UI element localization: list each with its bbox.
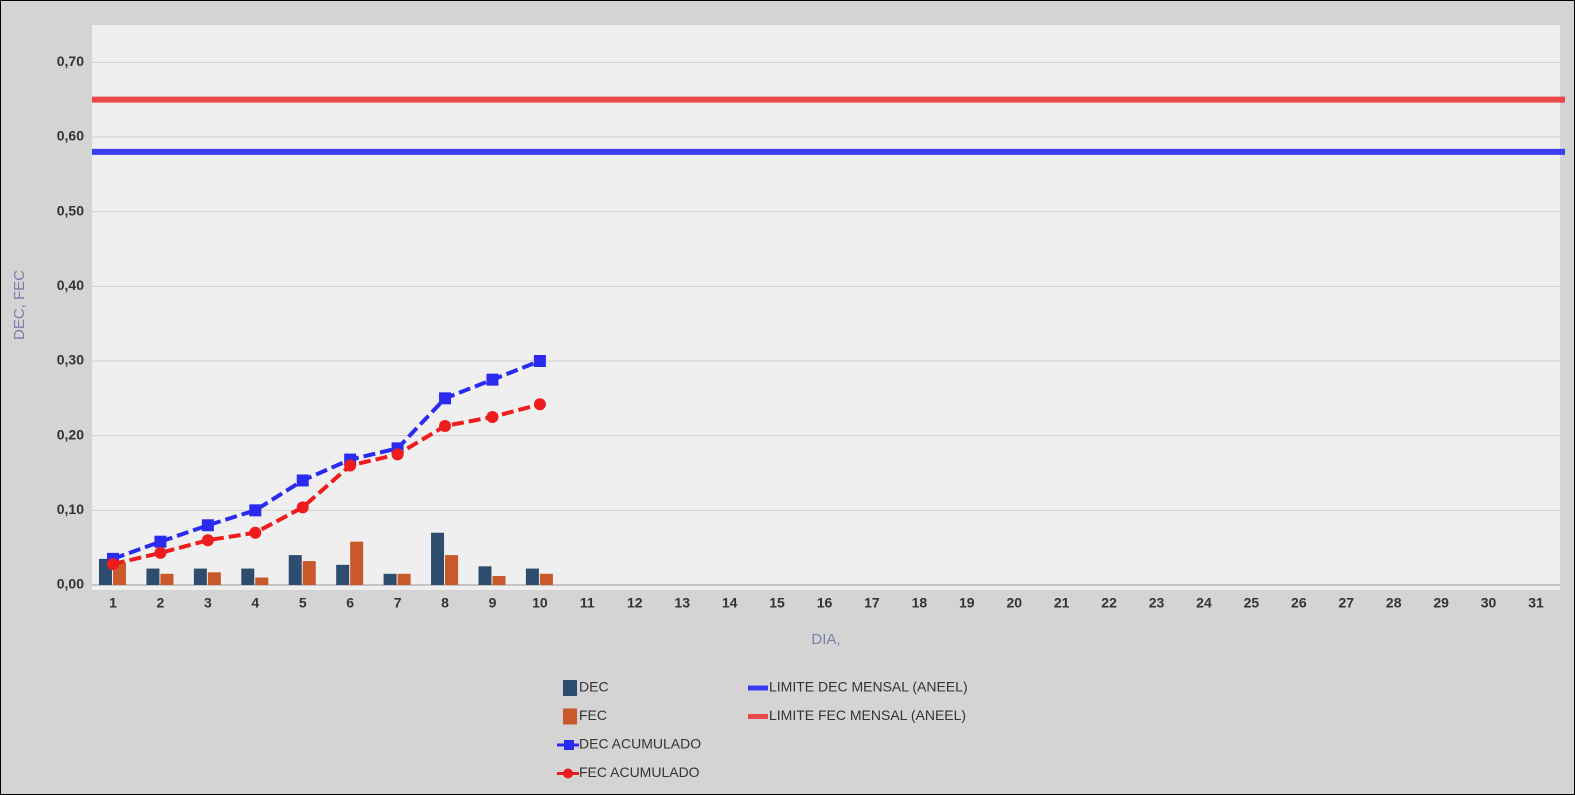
plot-area — [92, 25, 1560, 590]
x-tick-label: 1 — [109, 595, 117, 611]
legend-marker — [563, 768, 573, 779]
x-tick-label: 15 — [769, 595, 785, 611]
x-tick-label: 2 — [157, 595, 165, 611]
legend-label: LIMITE FEC MENSAL (ANEEL) — [769, 707, 966, 723]
marker — [249, 526, 262, 539]
x-tick-label: 7 — [394, 595, 402, 611]
marker — [154, 535, 167, 548]
x-tick-label: 28 — [1386, 595, 1402, 611]
x-tick-label: 16 — [817, 595, 833, 611]
marker — [296, 474, 309, 487]
y-axis-label: DEC, FEC — [11, 270, 28, 340]
x-tick-label: 5 — [299, 595, 307, 611]
y-tick-label: 0,10 — [57, 501, 84, 517]
bar — [302, 561, 316, 585]
legend-label: LIMITE DEC MENSAL (ANEEL) — [769, 679, 968, 695]
bar — [492, 576, 506, 585]
x-tick-label: 11 — [580, 595, 595, 611]
x-tick-label: 3 — [204, 595, 212, 611]
marker — [107, 558, 119, 571]
x-tick-label: 26 — [1291, 595, 1307, 611]
y-tick-label: 0,00 — [57, 576, 84, 592]
y-tick-label: 0,50 — [57, 202, 84, 218]
x-tick-label: 18 — [912, 595, 928, 611]
x-tick-label: 20 — [1006, 595, 1022, 611]
y-tick-label: 0,60 — [57, 128, 84, 144]
bar — [207, 572, 221, 585]
legend-label: DEC ACUMULADO — [579, 736, 701, 752]
bar — [445, 555, 459, 585]
bar — [336, 564, 350, 585]
marker — [533, 398, 546, 411]
x-tick-label: 23 — [1149, 595, 1165, 611]
bar — [397, 573, 411, 585]
marker — [201, 519, 214, 532]
bar — [539, 573, 553, 585]
legend-swatch — [563, 680, 577, 696]
legend-swatch — [563, 708, 577, 725]
x-tick-label: 13 — [674, 595, 690, 611]
bar — [383, 573, 397, 585]
line — [112, 402, 541, 567]
marker — [201, 534, 214, 547]
marker — [486, 373, 499, 386]
bar — [193, 568, 207, 585]
bar — [255, 577, 269, 585]
marker — [344, 459, 357, 472]
bar — [431, 532, 445, 585]
marker — [533, 355, 546, 367]
marker — [249, 504, 262, 517]
marker — [154, 546, 167, 559]
y-tick-label: 0,30 — [57, 352, 84, 368]
marker — [391, 448, 404, 461]
y-tick-label: 0,70 — [57, 53, 84, 69]
legend-label: FEC — [579, 707, 607, 723]
bar — [288, 555, 302, 585]
marker — [439, 392, 452, 405]
x-tick-label: 9 — [489, 595, 497, 611]
legend-label: DEC — [579, 679, 609, 695]
x-tick-label: 30 — [1481, 595, 1497, 611]
x-tick-label: 25 — [1244, 595, 1260, 611]
x-tick-label: 14 — [722, 595, 738, 611]
y-tick-label: 0,40 — [57, 277, 84, 293]
x-tick-label: 12 — [627, 595, 643, 611]
x-tick-label: 6 — [346, 595, 354, 611]
y-tick-label: 0,20 — [57, 426, 84, 442]
legend-label: FEC ACUMULADO — [579, 764, 700, 780]
x-tick-label: 17 — [864, 595, 880, 611]
x-tick-label: 22 — [1101, 595, 1117, 611]
x-tick-label: 8 — [441, 595, 449, 611]
legend-marker — [564, 740, 574, 750]
bar — [241, 568, 255, 585]
bar — [478, 566, 492, 585]
x-tick-label: 31 — [1528, 595, 1544, 611]
marker — [296, 501, 309, 514]
bar — [525, 568, 539, 585]
bar — [160, 573, 174, 585]
x-tick-label: 4 — [251, 595, 259, 611]
marker — [439, 419, 452, 432]
x-tick-label: 24 — [1196, 595, 1212, 611]
x-tick-label: 27 — [1338, 595, 1354, 611]
x-tick-label: 10 — [532, 595, 548, 611]
x-tick-label: 29 — [1433, 595, 1449, 611]
x-tick-label: 21 — [1054, 595, 1070, 611]
line — [112, 359, 541, 561]
x-tick-label: 19 — [959, 595, 975, 611]
bar — [146, 568, 160, 585]
marker — [486, 411, 499, 423]
bar — [350, 541, 364, 585]
x-axis-label: DIA, — [811, 631, 840, 648]
